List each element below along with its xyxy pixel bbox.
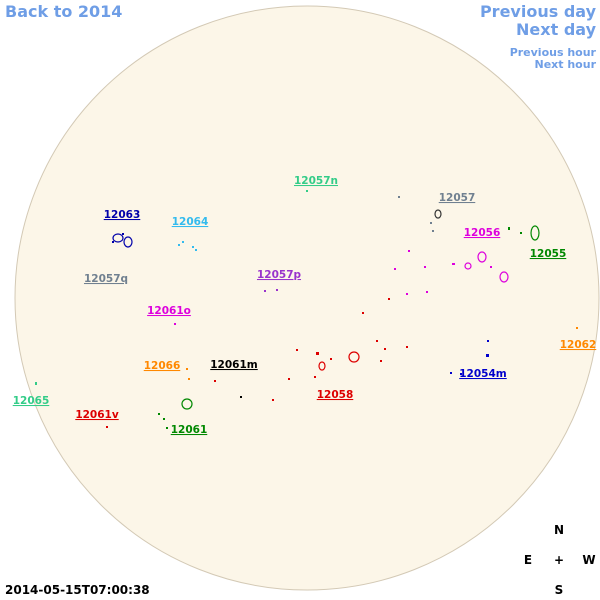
region-label[interactable]: 12056 [464,227,501,239]
region-label[interactable]: 12055 [530,248,567,260]
region-label[interactable]: 12054m [459,368,507,380]
region-label[interactable]: 12061 [171,424,208,436]
timestamp: 2014-05-15T07:00:38 [5,583,150,597]
previous-day-link[interactable]: Previous day [480,2,597,21]
region-label[interactable]: 12061v [75,409,119,421]
region-label[interactable]: 12057p [257,269,302,281]
spots [35,190,578,429]
previous-hour-link[interactable]: Previous hour [510,46,597,59]
region-label[interactable]: 12062 [560,339,597,351]
compass-east: E [524,553,532,567]
compass-north: N [554,523,564,537]
region-label[interactable]: 12057n [294,175,338,187]
region-label[interactable]: 12061o [147,305,191,317]
compass-center: + [554,553,564,567]
region-label[interactable]: 12063 [104,209,141,221]
region-label[interactable]: 12061m [210,359,258,371]
next-day-link[interactable]: Next day [516,20,597,39]
region-label[interactable]: 12066 [144,360,181,372]
region-label[interactable]: 12057q [84,273,128,285]
solar-disk [14,5,600,591]
region-label[interactable]: 12058 [317,389,354,401]
region-labels: 12057n 12057 12063 12064 12056 12055 120… [13,175,597,436]
region-label[interactable]: 12057 [439,192,476,204]
back-link[interactable]: Back to 2014 [5,2,122,21]
next-hour-link[interactable]: Next hour [535,58,597,71]
compass-west: W [582,553,595,567]
compass: N E + W S [524,523,596,597]
region-label[interactable]: 12064 [172,216,209,228]
compass-south: S [555,583,564,597]
region-label[interactable]: 12065 [13,395,50,407]
